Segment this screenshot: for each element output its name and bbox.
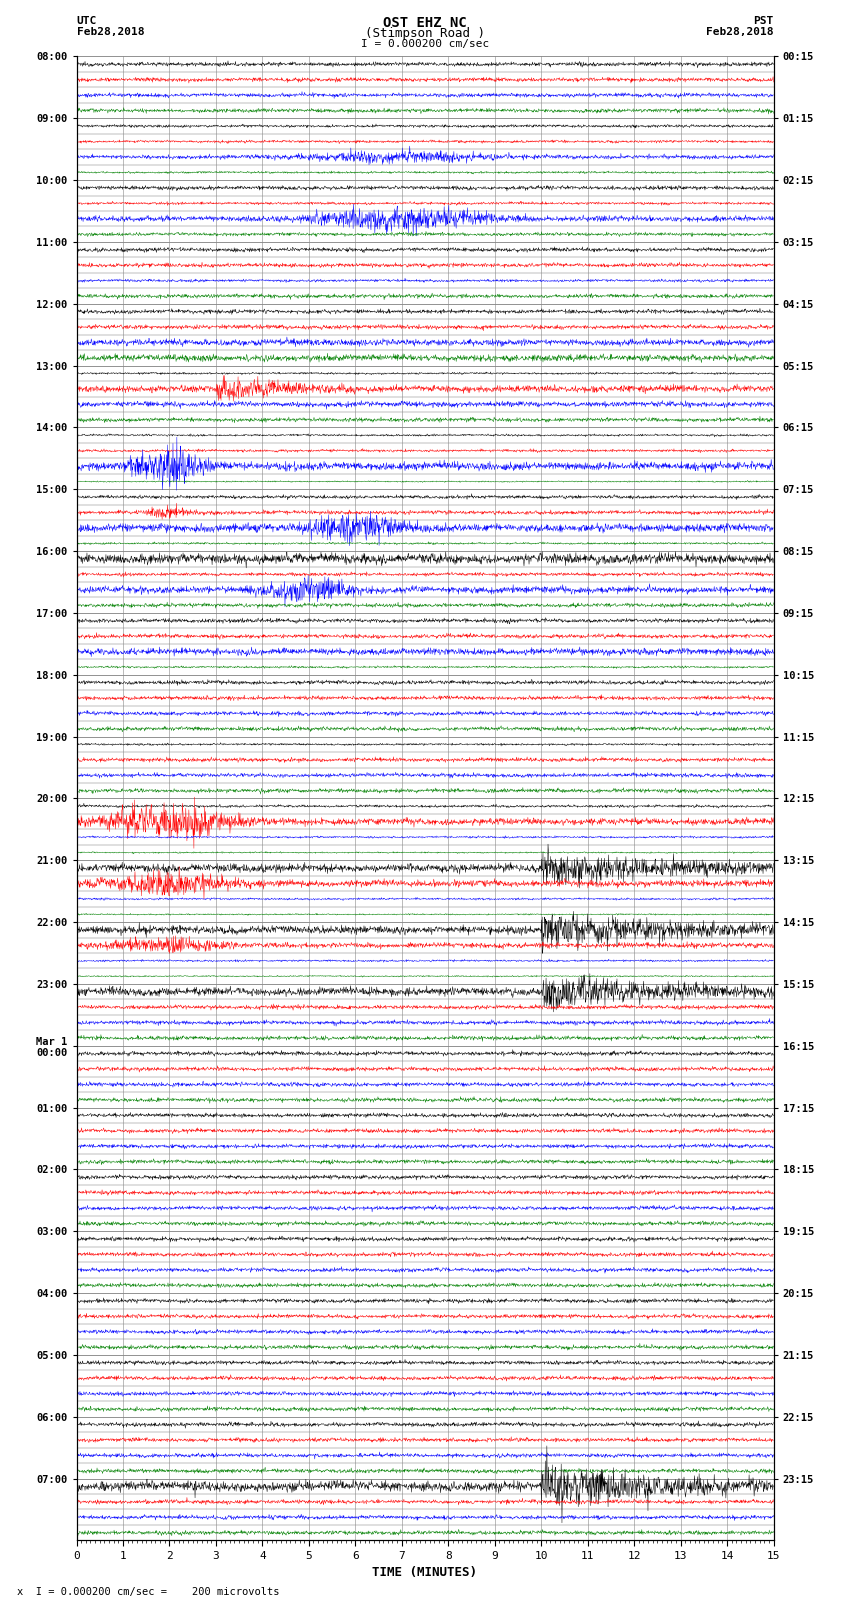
- Text: UTC: UTC: [76, 16, 97, 26]
- Text: Feb28,2018: Feb28,2018: [706, 27, 774, 37]
- Text: PST: PST: [753, 16, 774, 26]
- X-axis label: TIME (MINUTES): TIME (MINUTES): [372, 1566, 478, 1579]
- Text: (Stimpson Road ): (Stimpson Road ): [365, 27, 485, 40]
- Text: I = 0.000200 cm/sec: I = 0.000200 cm/sec: [361, 39, 489, 48]
- Text: OST EHZ NC: OST EHZ NC: [383, 16, 467, 31]
- Text: Feb28,2018: Feb28,2018: [76, 27, 144, 37]
- Text: x  I = 0.000200 cm/sec =    200 microvolts: x I = 0.000200 cm/sec = 200 microvolts: [17, 1587, 280, 1597]
